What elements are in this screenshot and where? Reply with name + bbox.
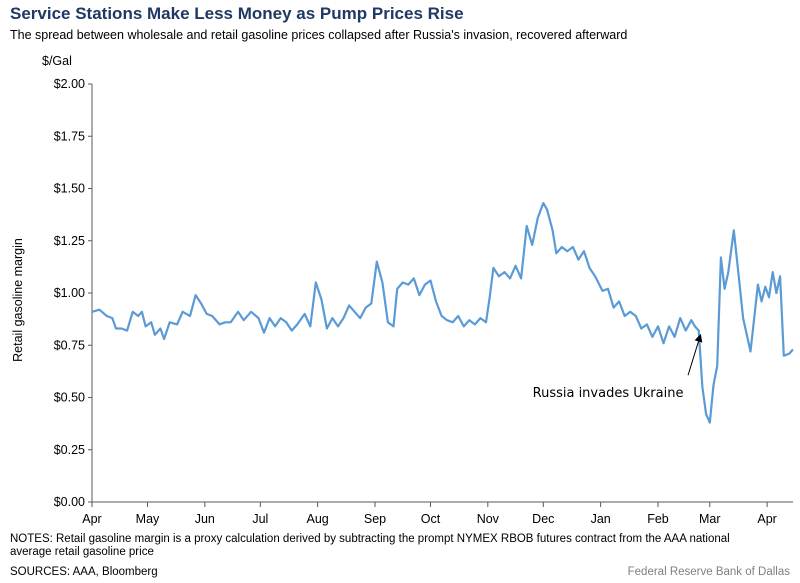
x-tick-label: Dec — [532, 512, 554, 526]
chart-credit: Federal Reserve Bank of Dallas — [627, 566, 790, 578]
x-tick-label: Jul — [252, 512, 268, 526]
annotation-label: Russia invades Ukraine — [533, 386, 684, 401]
x-tick-label: Oct — [421, 512, 441, 526]
y-tick-label: $1.75 — [54, 129, 85, 143]
y-tick-label: $1.50 — [54, 182, 85, 196]
x-tick-label: May — [136, 512, 160, 526]
x-tick-label: Mar — [699, 512, 721, 526]
y-tick-label: $2.00 — [54, 77, 85, 91]
x-axis: Apr May Jun Jul Aug Sep Oct Nov Dec Jan Feb Mar Apr — [82, 501, 793, 526]
y-tick-label: $0.00 — [54, 495, 85, 509]
x-tick-label: Feb — [647, 512, 669, 526]
y-tick-label: $0.75 — [54, 338, 85, 352]
y-axis: $0.00 $0.25 $0.50 $0.75 $1.00 $1.25 $1.50 $1.75… — [54, 77, 93, 509]
annotation-layer: Russia invades Ukraine — [533, 333, 703, 401]
chart-title: Service Stations Make Less Money as Pump… — [10, 4, 464, 23]
y-tick-label: $1.00 — [54, 286, 85, 300]
annotation-arrow — [687, 333, 703, 376]
x-tick-label: Jun — [195, 512, 215, 526]
x-tick-label: Sep — [364, 512, 386, 526]
y-unit-label: $/Gal — [42, 54, 72, 68]
chart-subtitle: The spread between wholesale and retail … — [10, 28, 628, 42]
series-layer — [91, 202, 794, 424]
x-tick-label: Apr — [82, 512, 101, 526]
chart-sources: SOURCES: AAA, Bloomberg — [10, 566, 158, 578]
y-tick-label: $0.25 — [54, 443, 85, 457]
x-tick-label: Jan — [591, 512, 611, 526]
x-tick-label: Apr — [757, 512, 776, 526]
series-line — [91, 202, 794, 424]
line-chart: $0.00 $0.25 $0.50 $0.75 $1.00 $1.25 $1.50 $1.75… — [54, 77, 794, 526]
y-tick-label: $0.50 — [54, 391, 85, 405]
y-tick-label: $1.25 — [54, 234, 85, 248]
x-tick-label: Aug — [307, 512, 329, 526]
chart-notes: NOTES: Retail gasoline margin is a proxy… — [10, 533, 730, 558]
x-tick-label: Nov — [477, 512, 500, 526]
